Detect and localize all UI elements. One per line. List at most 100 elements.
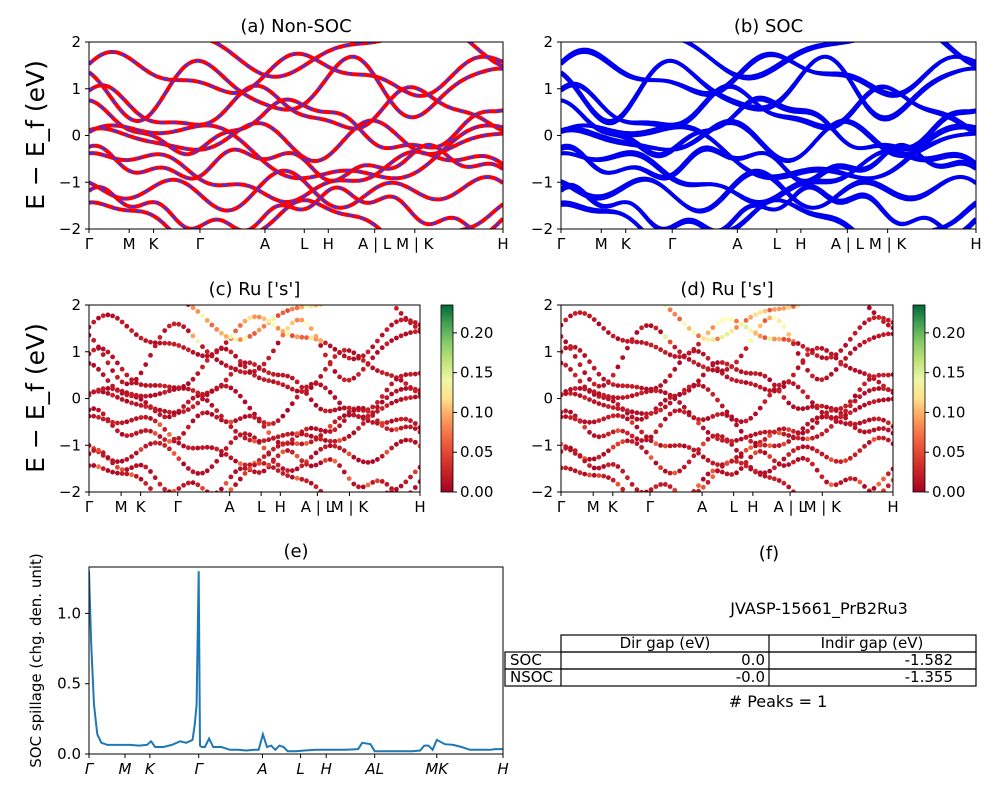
projection-point <box>577 453 583 458</box>
projection-point <box>204 444 210 450</box>
projection-point <box>341 353 347 359</box>
projection-point <box>332 369 338 374</box>
projection-point <box>791 489 796 492</box>
colorbar <box>440 304 454 493</box>
projection-point <box>171 451 177 456</box>
projection-point <box>776 336 782 342</box>
projection-point <box>843 356 848 361</box>
projection-point <box>625 416 630 422</box>
projection-point <box>700 476 706 482</box>
projection-point <box>662 416 668 422</box>
projection-point <box>214 458 220 464</box>
projection-point <box>237 362 243 368</box>
projection-point <box>606 431 611 437</box>
projection-point <box>561 360 564 366</box>
projection-point <box>847 422 853 427</box>
x-tick-label: A | L <box>773 498 807 516</box>
projection-point <box>596 434 602 440</box>
projection-point <box>634 416 640 422</box>
projection-point <box>129 294 134 299</box>
projection-point <box>662 397 668 403</box>
projection-point <box>271 379 276 385</box>
projection-point <box>847 399 853 405</box>
projection-point <box>596 391 602 396</box>
projection-point <box>667 411 673 417</box>
band-line-8 <box>89 184 503 229</box>
projection-point <box>644 295 649 300</box>
projection-point <box>100 450 106 456</box>
projection-point <box>285 373 290 379</box>
projection-point <box>639 385 644 391</box>
projection-point <box>885 427 891 433</box>
projection-point <box>190 469 196 475</box>
projection-point <box>91 463 97 468</box>
projection-point <box>195 471 201 476</box>
projection-point <box>705 471 711 477</box>
projection-point <box>285 468 290 473</box>
projection-point <box>587 456 592 462</box>
projection-point <box>219 383 224 389</box>
projection-point <box>654 298 659 303</box>
projection-point <box>417 370 420 376</box>
projection-point <box>171 387 177 392</box>
projection-point <box>162 297 167 302</box>
projection-point <box>157 481 163 487</box>
projection-point <box>412 426 418 431</box>
projection-point <box>91 347 97 353</box>
projection-point <box>757 430 763 436</box>
projection-point <box>615 428 621 434</box>
projection-point <box>781 431 787 437</box>
projection-point <box>677 391 682 397</box>
projection-point <box>275 468 281 473</box>
projection-point <box>143 400 149 405</box>
projection-point <box>862 390 867 396</box>
projection-point <box>171 410 177 416</box>
projection-point <box>139 296 144 301</box>
projection-point <box>677 400 682 405</box>
projection-point <box>748 454 754 460</box>
projection-point <box>691 359 697 365</box>
projection-point <box>559 300 564 305</box>
projection-point <box>710 367 716 373</box>
projection-point <box>691 382 697 388</box>
projection-point <box>635 503 640 508</box>
projection-point <box>91 337 97 343</box>
projection-point <box>337 349 342 355</box>
projection-point <box>195 482 201 488</box>
projection-point <box>776 430 782 436</box>
projection-point <box>261 461 267 466</box>
projection-point <box>734 318 739 324</box>
projection-point <box>753 443 758 449</box>
projection-point <box>843 403 848 409</box>
projection-point <box>138 429 144 434</box>
projection-point <box>167 446 172 452</box>
projection-point <box>781 395 787 400</box>
projection-point <box>710 460 716 466</box>
projection-point <box>871 310 877 316</box>
projection-point <box>143 338 149 343</box>
projection-point <box>767 392 773 398</box>
projection-point <box>743 447 749 453</box>
projection-point <box>398 377 404 383</box>
projection-point <box>610 395 616 400</box>
projection-point <box>572 386 578 391</box>
projection-point <box>639 429 644 435</box>
projection-point <box>266 319 272 324</box>
projection-point <box>158 498 163 503</box>
projection-point <box>729 377 735 382</box>
projection-point <box>124 471 130 477</box>
projection-point <box>375 338 380 344</box>
projection-point <box>629 420 635 425</box>
table-nsoc-label: NSOC <box>510 668 553 686</box>
projection-point <box>115 464 120 470</box>
projection-point <box>881 372 886 378</box>
projection-point <box>280 433 286 438</box>
projection-point <box>266 462 272 468</box>
projection-point <box>308 385 314 390</box>
projection-point <box>658 329 663 335</box>
projection-point <box>242 318 248 324</box>
projection-point <box>800 360 806 365</box>
projection-point <box>308 439 314 445</box>
projection-point <box>795 435 801 441</box>
projection-point <box>233 482 239 488</box>
